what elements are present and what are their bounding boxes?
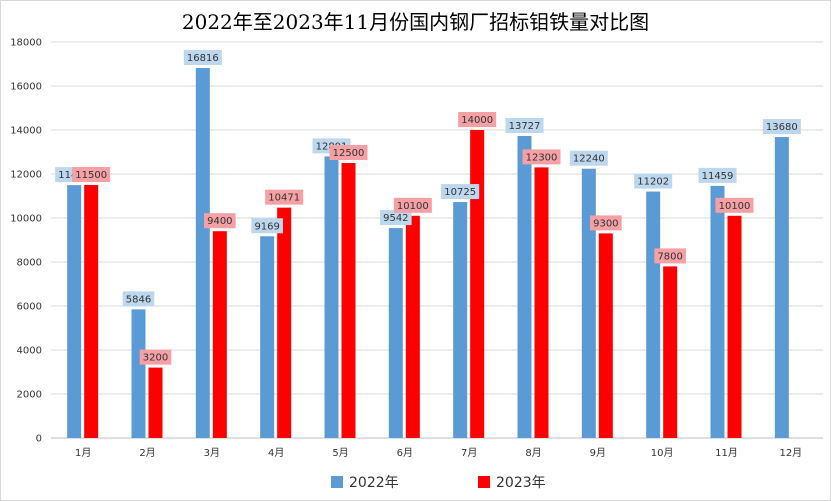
bar-2023 [598, 233, 613, 438]
data-label: 13727 [509, 121, 541, 132]
data-label: 9542 [383, 213, 408, 224]
legend-label-2023: 2023年 [496, 475, 546, 491]
y-tick-label: 4000 [17, 346, 42, 357]
data-label: 12300 [526, 152, 558, 163]
bar-2022 [260, 236, 275, 438]
y-tick-label: 8000 [17, 258, 42, 269]
bar-2022 [710, 185, 725, 438]
bar-2022 [517, 136, 532, 439]
data-label: 10100 [397, 201, 429, 212]
y-tick-label: 16000 [10, 82, 42, 93]
y-tick-label: 6000 [17, 302, 42, 313]
data-label: 10471 [268, 193, 300, 204]
x-tick-label: 6月 [397, 447, 413, 459]
data-label-bg [441, 184, 480, 200]
legend-label-2022: 2022年 [349, 475, 399, 491]
bar-2022 [131, 309, 146, 438]
bar-chart: 0 2000 4000 6000 8000 10000 12000 14000 16000 180… [10, 38, 823, 459]
data-label-bg [590, 215, 622, 231]
data-label-bg [698, 167, 737, 183]
data-label: 14000 [461, 115, 493, 126]
x-tick-label: 12月 [779, 447, 802, 459]
bar-2023 [84, 185, 99, 438]
data-label-bg [505, 118, 544, 134]
data-label: 7800 [657, 251, 682, 262]
data-label-bg [72, 167, 111, 182]
data-label: 13680 [766, 122, 798, 133]
data-label-bg [654, 248, 686, 264]
bar-2023 [727, 215, 742, 438]
data-label-bg [458, 112, 497, 127]
data-label: 12240 [573, 154, 605, 165]
data-label-bg [139, 349, 172, 365]
data-label: 9300 [593, 218, 618, 229]
bar-2023 [405, 215, 420, 438]
bar-2023 [277, 207, 292, 438]
data-label: 11202 [637, 177, 669, 188]
bar-2023 [212, 231, 227, 438]
bar-2023 [663, 266, 678, 438]
y-tick-label: 0 [36, 434, 42, 445]
bar-2022 [581, 168, 596, 438]
bar-2023 [470, 130, 485, 438]
legend-item-2022: 2022年 [331, 472, 399, 492]
x-tick-label: 9月 [590, 447, 606, 459]
x-tick-label: 7月 [461, 447, 477, 459]
data-label-bg [183, 50, 222, 66]
bar-2023 [534, 167, 549, 438]
y-tick-label: 18000 [10, 38, 42, 49]
data-label-bg [122, 291, 155, 307]
data-label: 5846 [126, 294, 151, 305]
legend-swatch-2022 [331, 476, 343, 488]
data-label: 11459 [702, 171, 734, 182]
data-label: 9169 [254, 221, 279, 232]
bar-2022 [646, 191, 661, 438]
data-label-bg [715, 197, 754, 213]
x-tick-label: 11月 [715, 447, 738, 459]
data-label: 3200 [143, 353, 168, 364]
chart-title: 2022年至2023年11月份国内钢厂招标钼铁量对比图 [181, 10, 650, 34]
data-label-bg [762, 119, 801, 135]
data-label-bg [393, 197, 432, 213]
data-label-bg [569, 150, 608, 166]
data-label-bg [380, 210, 412, 226]
data-label-bg [265, 189, 304, 205]
y-tick-label: 2000 [17, 390, 42, 401]
bar-2022 [324, 156, 339, 439]
bar-2023 [341, 163, 356, 438]
x-tick-label: 1月 [75, 447, 91, 459]
data-label: 11500 [75, 170, 107, 181]
y-tick-label: 12000 [10, 170, 42, 181]
x-tick-label: 8月 [525, 447, 541, 459]
x-tick-label: 5月 [332, 447, 348, 459]
legend-swatch-2023 [478, 476, 490, 488]
x-tick-label: 4月 [268, 447, 284, 459]
data-label-bg [522, 149, 561, 165]
data-label: 10100 [719, 201, 751, 212]
x-tick-label: 10月 [651, 447, 674, 459]
y-tick-label: 10000 [10, 214, 42, 225]
data-label-bg [204, 213, 236, 229]
data-label: 10725 [444, 187, 476, 198]
data-label: 16816 [187, 53, 219, 64]
y-tick-label: 14000 [10, 126, 42, 137]
x-tick-label: 2月 [139, 447, 155, 459]
data-label: 9400 [207, 216, 232, 227]
bar-2022 [67, 185, 82, 438]
data-label-bg [251, 218, 283, 234]
bar-2022 [453, 202, 468, 438]
data-label-bg [634, 173, 673, 189]
data-label: 12500 [333, 148, 365, 159]
bar-2023 [148, 367, 163, 438]
bar-2022 [774, 137, 789, 439]
data-label-bg [329, 145, 368, 160]
bar-2022 [388, 228, 403, 438]
bar-2022 [195, 68, 210, 438]
x-tick-label: 3月 [204, 447, 220, 459]
legend: 2022年 2023年 [0, 472, 831, 492]
legend-item-2023: 2023年 [478, 472, 546, 492]
